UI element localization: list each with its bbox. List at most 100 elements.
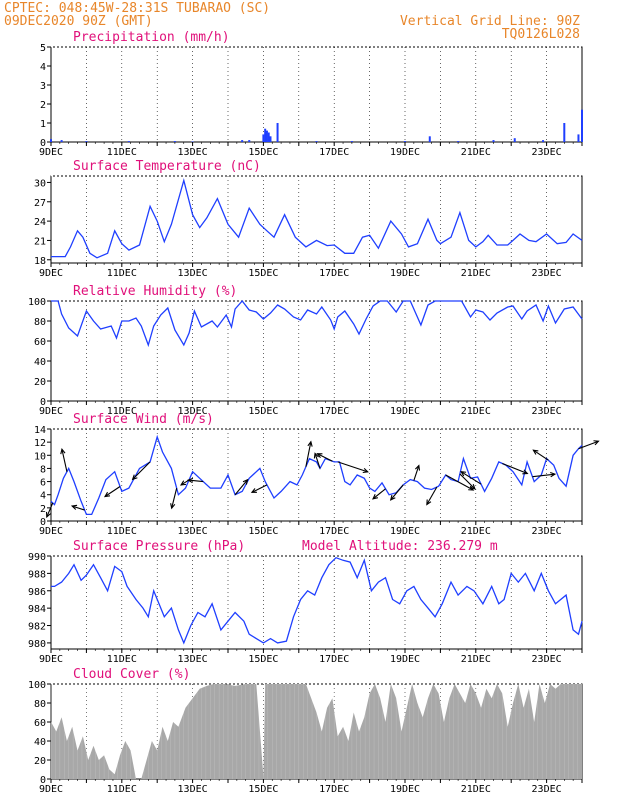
wind-vector	[372, 488, 386, 500]
cloud-ytick-label: 100	[28, 680, 46, 691]
cloud-xtick-label: 19DEC	[390, 784, 420, 795]
precip-ytick-label: 2	[40, 100, 46, 111]
pressure-ytick-label: 990	[28, 552, 46, 563]
rh-ytick-label: 80	[34, 317, 46, 328]
rh-xtick-label: 11DEC	[107, 406, 137, 417]
wind-vector	[460, 471, 482, 485]
wind-ytick-label: 12	[34, 438, 46, 449]
temp-xtick-label: 15DEC	[248, 268, 278, 279]
rh-ytick-label: 0	[40, 397, 46, 408]
pressure-ytick-label: 988	[28, 569, 46, 580]
precip-bar	[191, 141, 194, 142]
wind-xtick-label: 19DEC	[390, 526, 420, 537]
rh-ytick-label: 100	[28, 297, 46, 308]
precip-frame	[50, 46, 583, 143]
wind-vector	[131, 461, 151, 481]
pressure-frame	[50, 555, 583, 650]
wind-ytick-label: 8	[40, 464, 46, 475]
rh-xtick-label: 13DEC	[178, 406, 208, 417]
temp-title: Surface Temperature (nC)	[73, 159, 261, 174]
wind-title: Surface Wind (m/s)	[73, 412, 214, 427]
cloud-ytick-label: 80	[34, 699, 46, 710]
precip-bar	[60, 140, 63, 142]
cloud-ytick-label: 40	[34, 737, 46, 748]
precip-ytick-label: 0	[40, 138, 46, 149]
cloud-xtick-label: 13DEC	[178, 784, 208, 795]
wind-vector	[103, 486, 121, 498]
precip-bar	[173, 141, 176, 142]
cloud-panel: 0 20 40 60 80 100 9DEC 11DEC 13DEC 15DEC 17DEC 19DE…	[28, 667, 583, 795]
precip-xtick-label: 11DEC	[107, 147, 137, 158]
wind-vector	[305, 440, 313, 467]
cloud-xtick-label: 11DEC	[107, 784, 137, 795]
pressure-xtick-label: 9DEC	[39, 654, 63, 665]
temp-xtick-label: 21DEC	[461, 268, 491, 279]
wind-vector	[179, 479, 190, 486]
temp-xtick-label: 9DEC	[39, 268, 63, 279]
precip-bar	[513, 138, 516, 142]
pressure-series-line	[51, 556, 583, 645]
wind-vector	[60, 447, 68, 472]
pressure-title: Surface Pressure (hPa)	[73, 539, 245, 554]
precip-bar	[315, 141, 318, 142]
temp-xtick-label: 17DEC	[319, 268, 349, 279]
wind-ytick-label: 10	[34, 451, 46, 462]
rh-series-line	[51, 299, 583, 348]
temp-panel: 18 21 24 27 30 9DEC 11DEC 13DEC 15DEC 17DEC 19DEC 2…	[34, 159, 583, 279]
cloud-xtick-label: 9DEC	[39, 784, 63, 795]
pressure-ytick-label: 982	[28, 622, 46, 633]
rh-panel: 0 20 40 60 80 100 9DEC 11DEC 13DEC 15DEC 17DEC 19DE…	[28, 284, 583, 417]
precip-bar	[350, 141, 353, 142]
pressure-xtick-label: 11DEC	[107, 654, 137, 665]
pressure-xtick-label: 17DEC	[319, 654, 349, 665]
wind-frame	[50, 428, 583, 522]
precip-ytick-label: 1	[40, 119, 46, 130]
precip-bar	[265, 130, 268, 142]
precip-bar	[267, 132, 270, 142]
cloud-xtick-label: 21DEC	[461, 784, 491, 795]
cloud-ytick-label: 60	[34, 718, 46, 729]
wind-vector	[413, 464, 421, 481]
cloud-ytick-label: 20	[34, 756, 46, 767]
wind-vector	[316, 453, 333, 462]
rh-xtick-label: 9DEC	[39, 406, 63, 417]
precip-xtick-label: 23DEC	[532, 147, 562, 158]
wind-vector	[502, 462, 529, 475]
wind-xtick-label: 21DEC	[461, 526, 491, 537]
pressure-xtick-label: 21DEC	[461, 654, 491, 665]
wind-ytick-label: 6	[40, 478, 46, 489]
wind-ytick-label: 2	[40, 504, 46, 515]
wind-series-line	[50, 434, 583, 516]
rh-title: Relative Humidity (%)	[73, 284, 237, 299]
cloud-xtick-label: 15DEC	[248, 784, 278, 795]
pressure-subtitle: Model Altitude: 236.279 m	[302, 539, 498, 554]
wind-xtick-label: 23DEC	[532, 526, 562, 537]
pressure-ytick-label: 980	[28, 639, 46, 650]
precip-bar	[127, 141, 130, 142]
pressure-xtick-label: 15DEC	[248, 654, 278, 665]
precip-bar	[542, 140, 545, 142]
wind-vector	[70, 504, 85, 511]
cloud-area	[51, 684, 582, 779]
precip-bar	[269, 136, 272, 142]
rh-ytick-label: 20	[34, 377, 46, 388]
rh-xtick-label: 23DEC	[532, 406, 562, 417]
precip-xtick-label: 19DEC	[390, 147, 420, 158]
precip-title: Precipitation (mm/h)	[73, 30, 230, 45]
wind-vector	[459, 473, 476, 490]
precip-xtick-label: 15DEC	[248, 147, 278, 158]
wind-vector	[532, 471, 557, 478]
wind-vector	[250, 484, 268, 493]
temp-xtick-label: 13DEC	[178, 268, 208, 279]
precip-bar	[404, 141, 406, 142]
rh-ytick-label: 60	[34, 337, 46, 348]
precip-bar	[492, 140, 495, 142]
wind-xtick-label: 13DEC	[178, 526, 208, 537]
wind-vector	[389, 484, 404, 501]
wind-xtick-label: 9DEC	[39, 526, 63, 537]
precip-bar	[563, 123, 566, 142]
wind-vector	[186, 477, 204, 484]
temp-ytick-label: 30	[34, 178, 46, 189]
wind-vector	[426, 486, 438, 506]
